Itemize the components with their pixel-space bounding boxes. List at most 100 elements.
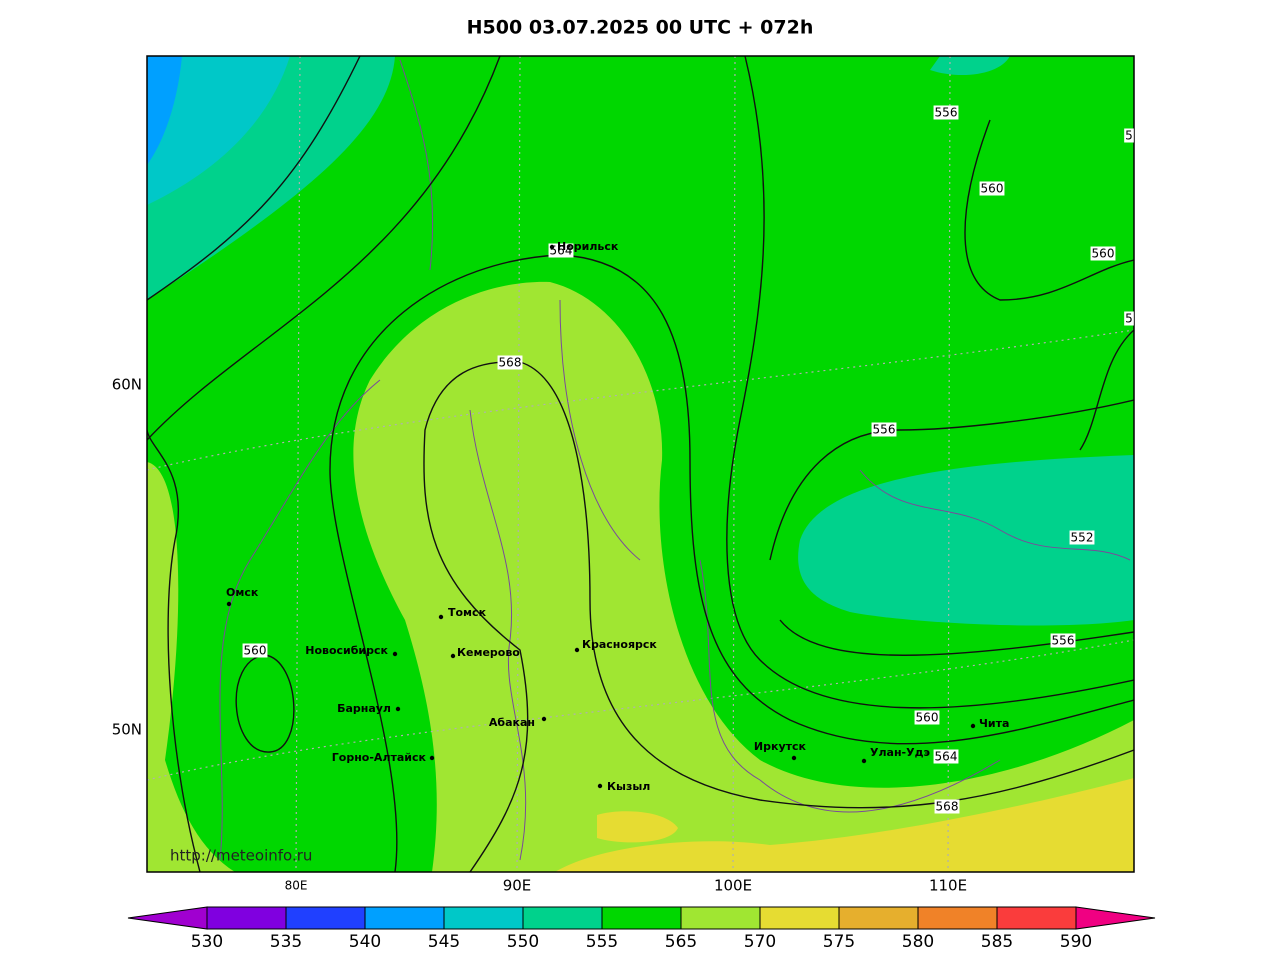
city-dot: [791, 755, 797, 761]
city-name: Иркутск: [754, 740, 807, 753]
fill-550-north: [930, 56, 1010, 76]
city-name: Томск: [448, 606, 487, 619]
contour-label: 560: [1092, 247, 1115, 261]
fill-570-575-patch: [597, 811, 678, 843]
colorbar-label: 580: [902, 932, 934, 952]
city-name: Омск: [226, 586, 259, 599]
city-name: Красноярск: [582, 638, 657, 651]
contour-label: 568: [499, 356, 522, 370]
fill-570-575: [555, 778, 1134, 872]
fill-565-570: [353, 281, 1134, 872]
city-dot: [392, 651, 398, 657]
contour-label-box: [979, 181, 1005, 196]
city-name: Новосибирск: [305, 644, 388, 657]
contour-label-box: [1069, 530, 1095, 545]
contour-label-box: [933, 749, 959, 764]
fill-565-570-west: [147, 462, 235, 872]
city-dot: [549, 244, 555, 250]
contour-label-box: [933, 105, 959, 120]
contour: [329, 254, 1134, 872]
city-dot: [429, 755, 435, 761]
city-dot: [226, 601, 232, 607]
fill-540: [147, 56, 182, 165]
colorbar-label: 575: [823, 932, 855, 952]
colorbar-segment: [917, 906, 998, 930]
city-name: Чита: [979, 717, 1009, 730]
contour: [147, 56, 501, 441]
lat-label: 50N: [112, 721, 142, 739]
city-dot: [395, 706, 401, 712]
map-frame: [146, 55, 1135, 873]
colorbar-segment: [206, 906, 287, 930]
contour-label: 5: [1125, 312, 1133, 326]
city-dot: [597, 783, 603, 789]
contour-label-box: [548, 243, 574, 258]
contour-label-box: [1050, 633, 1076, 648]
contour: [147, 56, 361, 301]
lon-label: 110E: [929, 877, 967, 895]
contour-label: 560: [916, 711, 939, 725]
colorbar-label: 555: [586, 932, 618, 952]
city-name: Барнаул: [337, 702, 391, 715]
contour-label-box: [497, 355, 523, 370]
colorbar-segment: [443, 906, 524, 930]
contour: [147, 429, 201, 872]
contour: [235, 654, 295, 753]
contour-label: 568: [936, 800, 959, 814]
contour-label-box: [871, 422, 897, 437]
contour-label: 556: [1052, 634, 1075, 648]
contour: [964, 119, 1134, 451]
contour-label: 556: [935, 106, 958, 120]
fill-545: [147, 56, 290, 205]
colorbar-label: 535: [270, 932, 302, 952]
contour-label-box: [1124, 311, 1134, 326]
source-url: http://meteoinfo.ru: [170, 847, 312, 865]
city-dot: [861, 758, 867, 764]
colorbar-label: 570: [744, 932, 776, 952]
city-name: Норильск: [557, 240, 619, 253]
contour-label: 564: [935, 750, 958, 764]
colorbar-label: 545: [428, 932, 460, 952]
colorbar-label: 590: [1060, 932, 1092, 952]
fill-550-east: [798, 455, 1134, 626]
contour-label-box: [1124, 128, 1134, 143]
colorbar: 530 535 540 545 550 555 565 570 575 580 585 590: [127, 906, 1156, 952]
graticule: [147, 56, 1134, 872]
borders: [219, 59, 1131, 861]
city-name: Кызыл: [607, 780, 650, 793]
city-dot: [541, 716, 547, 722]
city-dot: [970, 723, 976, 729]
colorbar-segment: [522, 906, 603, 930]
city-name: Кемерово: [457, 646, 520, 659]
contour-label: 560: [244, 644, 267, 658]
city-dot: [450, 653, 456, 659]
lon-label: 100E: [714, 877, 752, 895]
colorbar-segment: [285, 906, 366, 930]
colorbar-segment: [601, 906, 682, 930]
colorbar-arrow-low: [127, 906, 208, 930]
colorbar-label: 550: [507, 932, 539, 952]
contour-label: 564: [550, 244, 573, 258]
contour: [726, 56, 1134, 709]
colorbar-segment: [364, 906, 445, 930]
contour-label: 560: [981, 182, 1004, 196]
colorbar-segment: [759, 906, 840, 930]
lon-label: 80E: [285, 879, 308, 893]
contour-label: 5: [1125, 129, 1133, 143]
contour: [423, 361, 1134, 872]
map-field: [147, 56, 1134, 872]
contour-label: 552: [1071, 531, 1094, 545]
cities: Норильск Омск Томск Новосибирск Кемерово Крас…: [226, 240, 1009, 793]
city-dot: [574, 647, 580, 653]
colorbar-segment: [838, 906, 919, 930]
colorbar-segment: [996, 906, 1077, 930]
contour-label-box: [1090, 246, 1116, 261]
city-name: Горно-Алтайск: [332, 751, 427, 764]
city-name: Абакан: [489, 716, 535, 729]
city-name: Улан-Удэ: [870, 746, 930, 759]
colorbar-segment: [680, 906, 761, 930]
lat-label: 60N: [112, 376, 142, 394]
contour-label: 556: [873, 423, 896, 437]
colorbar-label: 585: [981, 932, 1013, 952]
